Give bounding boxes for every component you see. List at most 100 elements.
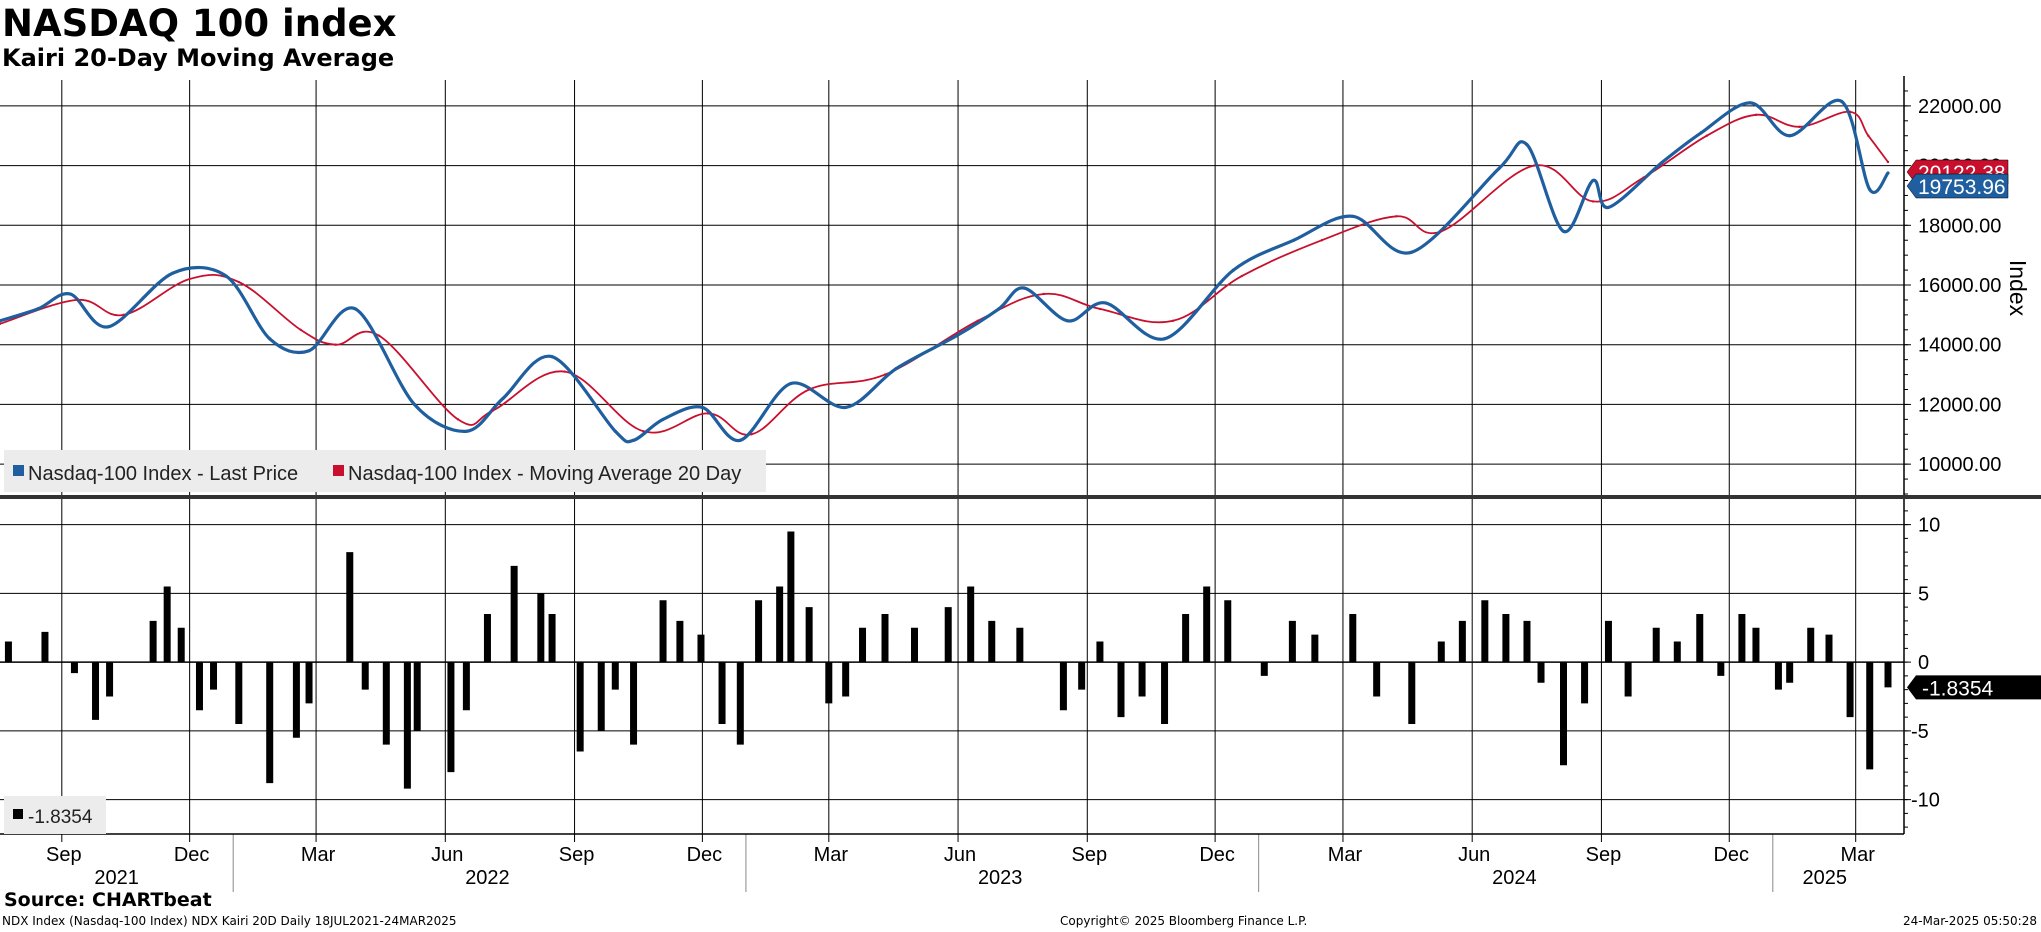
price-point [1606, 205, 1611, 209]
source-note: Source: CHARTbeat [4, 889, 212, 911]
moving-average-point [1171, 319, 1175, 323]
series-description: NDX Index (Nasdaq-100 Index) NDX Kairi 2… [2, 914, 457, 928]
kairi-bar [1349, 614, 1357, 663]
moving-average-point [378, 334, 381, 337]
price-point [171, 271, 175, 275]
kairi-bar [210, 662, 218, 690]
kairi-bar [1786, 662, 1794, 683]
kairi-bar [92, 662, 100, 720]
y-tick-label: 22000.00 [1918, 96, 2001, 118]
moving-average-point [1395, 215, 1398, 218]
x-tick-label-month: Sep [559, 844, 595, 866]
moving-average-point [299, 328, 302, 331]
kairi-bar [1288, 620, 1296, 663]
kairi-bar [1138, 662, 1146, 697]
price-point [997, 307, 1001, 311]
price-point [1410, 250, 1414, 254]
price-point [738, 438, 742, 442]
moving-average-point [1848, 110, 1852, 114]
price-point [1561, 229, 1566, 233]
price-point [1699, 131, 1703, 135]
kairi-bar [149, 620, 157, 663]
y-tick-label: 18000.00 [1918, 215, 2001, 237]
x-tick-label-month: Dec [687, 844, 723, 866]
x-tick-label-month: Sep [1071, 844, 1107, 866]
kairi-bar [1311, 634, 1319, 663]
kairi-bar [1408, 662, 1416, 724]
y-axis-label: Index [2005, 260, 2031, 317]
kairi-bar [1774, 662, 1782, 690]
x-tick-label-year: 2024 [1492, 867, 1537, 889]
kairi-bar [1560, 662, 1567, 766]
y-tick-label: 10 [1918, 515, 1940, 537]
price-point [224, 274, 228, 278]
moving-average-point [456, 418, 460, 421]
kairi-bar [967, 586, 975, 663]
price-point [550, 355, 554, 359]
kairi-bar [805, 607, 813, 663]
kairi-bar [1846, 662, 1854, 718]
moving-average-point [1042, 292, 1045, 296]
copyright-note: Copyright© 2025 Bloomberg Finance L.P. [1060, 914, 1308, 928]
kairi-bar [859, 627, 867, 663]
x-tick-label-month: Mar [1840, 844, 1875, 866]
x-tick-label-month: Jun [431, 844, 463, 866]
kairi-bar [1738, 614, 1746, 663]
x-tick-label-year: 2021 [94, 867, 139, 889]
kairi-bar [41, 631, 49, 663]
x-tick-label-month: Dec [174, 844, 210, 866]
y-tick-label: 0 [1918, 652, 1929, 674]
y-tick-label: 5 [1918, 583, 1929, 605]
price-point [1022, 286, 1026, 290]
kairi-bar [825, 662, 833, 704]
x-tick-label-month: Jun [1458, 844, 1490, 866]
kairi-bar [163, 586, 171, 663]
price-point [700, 405, 704, 410]
price-point [1231, 268, 1235, 272]
kairi-bar [1096, 641, 1104, 663]
price-point [68, 292, 72, 296]
moving-average-point [122, 313, 125, 317]
price-line [0, 98, 1890, 444]
kairi-bar [697, 634, 705, 663]
kairi-bar [292, 662, 300, 738]
kairi-bar [106, 662, 114, 697]
kairi-bar [630, 662, 638, 745]
price-point [1840, 99, 1844, 104]
price-point [0, 319, 2, 323]
price-point [1103, 301, 1108, 305]
moving-average-point [1798, 125, 1801, 128]
moving-average-point [1098, 307, 1102, 311]
price-point [36, 307, 40, 311]
kairi-bar [1807, 627, 1815, 663]
kairi-bar [177, 627, 185, 663]
x-tick-label-month: Jun [944, 844, 976, 866]
price-panel [0, 98, 1890, 444]
price-last-tag-text: 19753.96 [1918, 176, 2006, 199]
moving-average-point [1705, 134, 1708, 137]
moving-average-point [491, 409, 495, 412]
price-point [844, 405, 848, 410]
kairi-bar [1717, 662, 1725, 676]
legend-value-kairi: -1.8354 [28, 807, 93, 828]
x-tick-label-month: Sep [1586, 844, 1622, 866]
kairi-bar [462, 662, 470, 711]
kairi-bar [1866, 662, 1874, 770]
kairi-bar [944, 607, 952, 663]
moving-average-point [750, 433, 753, 436]
moving-average-point [883, 373, 887, 376]
x-tick-label-month: Dec [1713, 844, 1749, 866]
kairi-bar [842, 662, 850, 697]
legend-swatch-price [13, 465, 24, 476]
kairi-bar [1437, 641, 1445, 663]
moving-average-point [976, 319, 979, 323]
kairi-bar [1182, 614, 1190, 663]
timestamp: 24-Mar-2025 05:50:28 [1902, 914, 2037, 928]
kairi-legend: -1.8354 [4, 796, 106, 834]
chart-title: NASDAQ 100 index [2, 2, 397, 45]
price-point [268, 337, 272, 341]
kairi-bar [1673, 641, 1681, 663]
price-point [307, 349, 311, 353]
kairi-bar [1161, 662, 1169, 724]
kairi-bar [483, 614, 491, 663]
